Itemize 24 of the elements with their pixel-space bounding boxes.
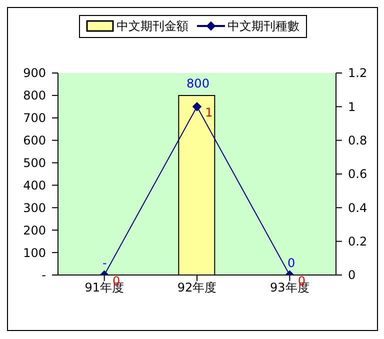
y-tick-label: 500: [23, 156, 46, 170]
data-label: 800: [186, 76, 210, 90]
y2-tick-label: 1: [348, 100, 356, 114]
y2-tick-label: 0: [348, 268, 356, 282]
y-tick-label: 700: [23, 111, 46, 126]
y-tick-label: -: [42, 268, 46, 282]
y-tick-label: 200: [23, 223, 46, 238]
legend-label: 中文期刊金額: [116, 18, 188, 34]
y-tick-label: 100: [23, 246, 46, 260]
data-label: 1: [205, 106, 213, 120]
y-tick-label: 300: [23, 200, 46, 215]
y2-tick-label: 0.8: [348, 134, 368, 148]
legend-label: 中文期刊種數: [228, 18, 300, 34]
y-tick-label: 900: [23, 66, 46, 80]
y2-tick-label: 0.6: [348, 167, 368, 182]
x-tick-label: 92年度: [177, 280, 217, 295]
y-tick-label: 400: [23, 178, 46, 192]
y2-tick-label: 0.4: [348, 200, 368, 215]
y-tick-label: 600: [23, 134, 46, 148]
y2-tick-label: 1.2: [348, 66, 368, 80]
data-label: 0: [288, 256, 296, 270]
y-tick-label: 800: [23, 88, 46, 103]
y2-tick-label: 0.2: [348, 234, 368, 249]
data-label: -: [102, 256, 107, 270]
